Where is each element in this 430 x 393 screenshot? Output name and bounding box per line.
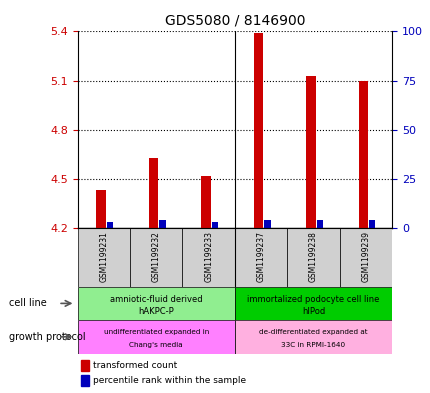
Bar (234, 228, 287, 287)
Bar (96, 190, 106, 228)
Bar (211, 222, 218, 228)
Text: percentile rank within the sample: percentile rank within the sample (93, 376, 246, 385)
Text: GSM1199237: GSM1199237 (256, 231, 265, 282)
Bar (305, 76, 315, 228)
Bar (77, 320, 234, 354)
Bar (368, 220, 375, 228)
Bar (77, 287, 234, 320)
Bar (339, 228, 391, 287)
Text: hIPod: hIPod (301, 307, 324, 316)
Bar (159, 220, 165, 228)
Text: immortalized podocyte cell line: immortalized podocyte cell line (247, 295, 379, 304)
Text: 33C in RPMI-1640: 33C in RPMI-1640 (281, 342, 345, 348)
Text: GSM1199239: GSM1199239 (361, 231, 370, 282)
Text: growth protocol: growth protocol (9, 332, 85, 342)
Text: hAKPC-P: hAKPC-P (138, 307, 174, 316)
Bar (107, 222, 113, 228)
Bar (264, 220, 270, 228)
Bar (287, 228, 339, 287)
Bar (253, 33, 263, 228)
Text: amniotic-fluid derived: amniotic-fluid derived (110, 295, 202, 304)
Text: Chang's media: Chang's media (129, 342, 183, 348)
Bar (316, 220, 322, 228)
Bar (201, 176, 210, 228)
Text: GSM1199233: GSM1199233 (204, 231, 213, 282)
Bar (358, 81, 367, 228)
Bar (182, 228, 234, 287)
Title: GDS5080 / 8146900: GDS5080 / 8146900 (164, 13, 304, 28)
Text: GSM1199231: GSM1199231 (99, 231, 108, 282)
Text: undifferentiated expanded in: undifferentiated expanded in (103, 329, 209, 335)
Bar (148, 158, 158, 228)
Bar (130, 228, 182, 287)
Bar (234, 320, 391, 354)
Bar (80, 375, 89, 386)
Text: GSM1199232: GSM1199232 (151, 231, 160, 282)
Text: cell line: cell line (9, 298, 46, 309)
Text: de-differentiated expanded at: de-differentiated expanded at (258, 329, 367, 335)
Bar (77, 228, 130, 287)
Bar (80, 360, 89, 371)
Text: GSM1199238: GSM1199238 (308, 231, 317, 282)
Text: transformed count: transformed count (93, 361, 177, 370)
Bar (234, 287, 391, 320)
